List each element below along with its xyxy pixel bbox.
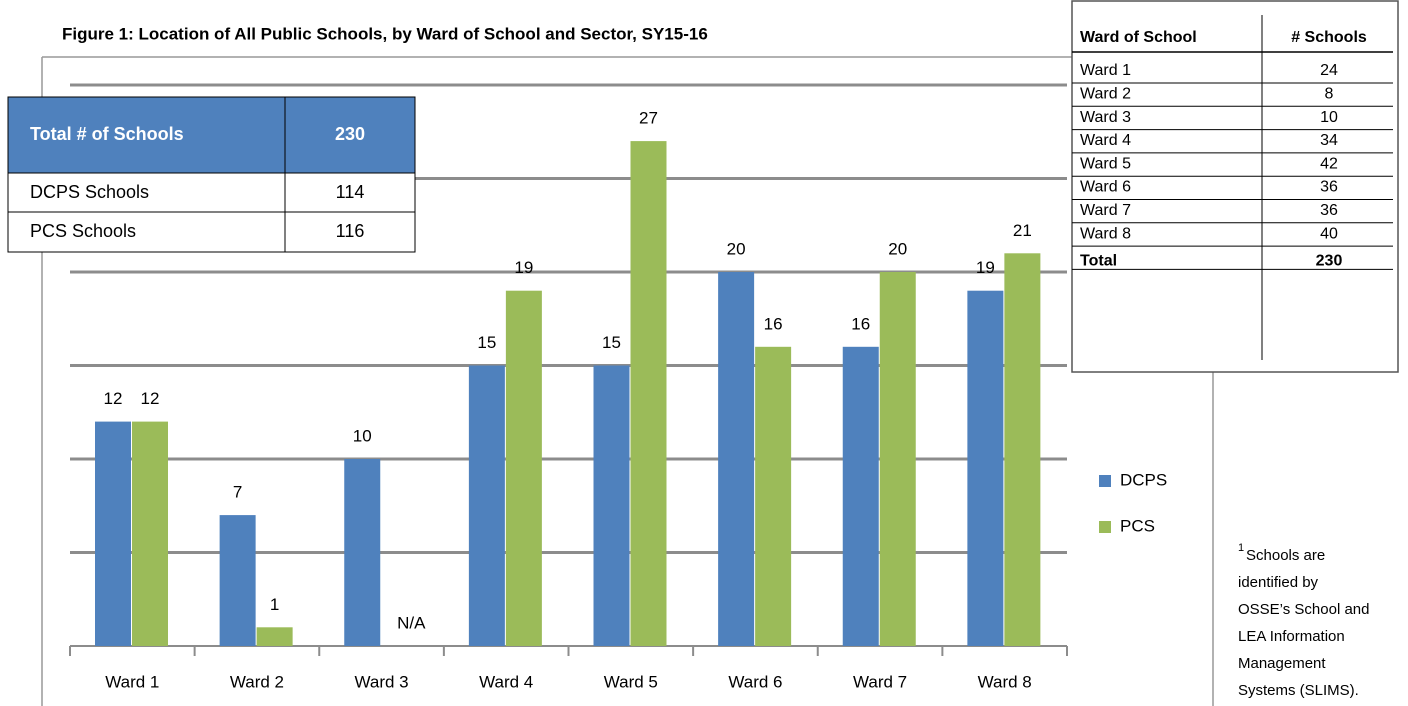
footnote-line: Systems (SLIMS). [1238, 682, 1359, 699]
bar [1004, 253, 1041, 647]
table-cell: 42 [1320, 155, 1338, 172]
footnote-line: identified by [1238, 574, 1319, 591]
data-label: 12 [104, 389, 123, 408]
bar [256, 627, 293, 646]
data-label: 21 [1013, 221, 1032, 240]
x-tick-label: Ward 6 [728, 672, 782, 691]
x-tick-label: Ward 3 [354, 672, 408, 691]
data-label: 20 [888, 239, 907, 258]
bar [95, 421, 131, 646]
x-tick-label: Ward 5 [604, 672, 658, 691]
table-header: Total # of Schools [30, 124, 184, 144]
table-cell: 40 [1320, 225, 1338, 242]
bar [505, 290, 542, 646]
table-header: # Schools [1291, 29, 1367, 46]
bar [344, 459, 381, 646]
bar [132, 421, 168, 646]
footnote-marker: 1 [1238, 542, 1244, 554]
data-label: 15 [602, 333, 621, 352]
table-border [1071, 0, 1399, 373]
data-label: N/A [397, 613, 426, 632]
bar [718, 272, 755, 646]
data-label: 19 [514, 258, 533, 277]
data-label: 27 [639, 109, 658, 128]
legend-swatch [1099, 521, 1111, 533]
table-cell: 24 [1320, 62, 1338, 79]
table-header: Ward of School [1080, 29, 1197, 46]
table-cell: 114 [336, 182, 365, 202]
bar [630, 141, 667, 646]
footnote-line: Schools are [1246, 547, 1325, 564]
bar [755, 346, 792, 646]
table-cell: Ward 8 [1080, 225, 1131, 242]
bar [593, 365, 630, 646]
footnote-line: OSSE’s School and [1238, 601, 1369, 618]
x-tick-label: Ward 8 [978, 672, 1032, 691]
table-cell: Ward 4 [1080, 132, 1131, 149]
footnote-line: Management [1238, 655, 1326, 672]
x-tick-label: Ward 4 [479, 672, 533, 691]
table-cell: 34 [1320, 132, 1338, 149]
table-cell: 230 [1316, 253, 1343, 270]
footnote-line: LEA Information [1238, 628, 1345, 645]
table-cell: Ward 5 [1080, 155, 1131, 172]
data-label: 7 [233, 483, 242, 502]
table-cell: 36 [1320, 202, 1338, 219]
table-header-bg [7, 96, 416, 174]
legend-label: PCS [1120, 516, 1155, 535]
legend-swatch [1099, 475, 1111, 487]
legend-label: DCPS [1120, 470, 1167, 489]
table-cell: Ward 6 [1080, 179, 1131, 196]
table-cell: 8 [1325, 86, 1334, 103]
x-tick-label: Ward 1 [105, 672, 159, 691]
data-label: 20 [727, 239, 746, 258]
bar [967, 290, 1004, 646]
table-cell: Ward 2 [1080, 86, 1131, 103]
bar [879, 272, 916, 646]
x-tick-label: Ward 2 [230, 672, 284, 691]
data-label: 16 [851, 314, 870, 333]
table-cell: 10 [1320, 109, 1338, 126]
table-header: 230 [335, 124, 365, 144]
table-cell: Ward 1 [1080, 62, 1131, 79]
data-label: 12 [141, 389, 160, 408]
data-label: 19 [976, 258, 995, 277]
chart-title: Figure 1: Location of All Public Schools… [62, 24, 708, 43]
x-tick-label: Ward 7 [853, 672, 907, 691]
bar [219, 515, 256, 646]
data-label: 1 [270, 595, 279, 614]
data-label: 16 [764, 314, 783, 333]
bar [468, 365, 505, 646]
table-cell: 116 [336, 221, 365, 241]
bar [842, 346, 879, 646]
table-cell: 36 [1320, 179, 1338, 196]
table-cell: Ward 3 [1080, 109, 1131, 126]
table-cell: PCS Schools [30, 221, 136, 241]
table-cell: Total [1080, 253, 1117, 270]
table-cell: DCPS Schools [30, 182, 149, 202]
data-label: 10 [353, 426, 372, 445]
table-cell: Ward 7 [1080, 202, 1131, 219]
data-label: 15 [477, 333, 496, 352]
